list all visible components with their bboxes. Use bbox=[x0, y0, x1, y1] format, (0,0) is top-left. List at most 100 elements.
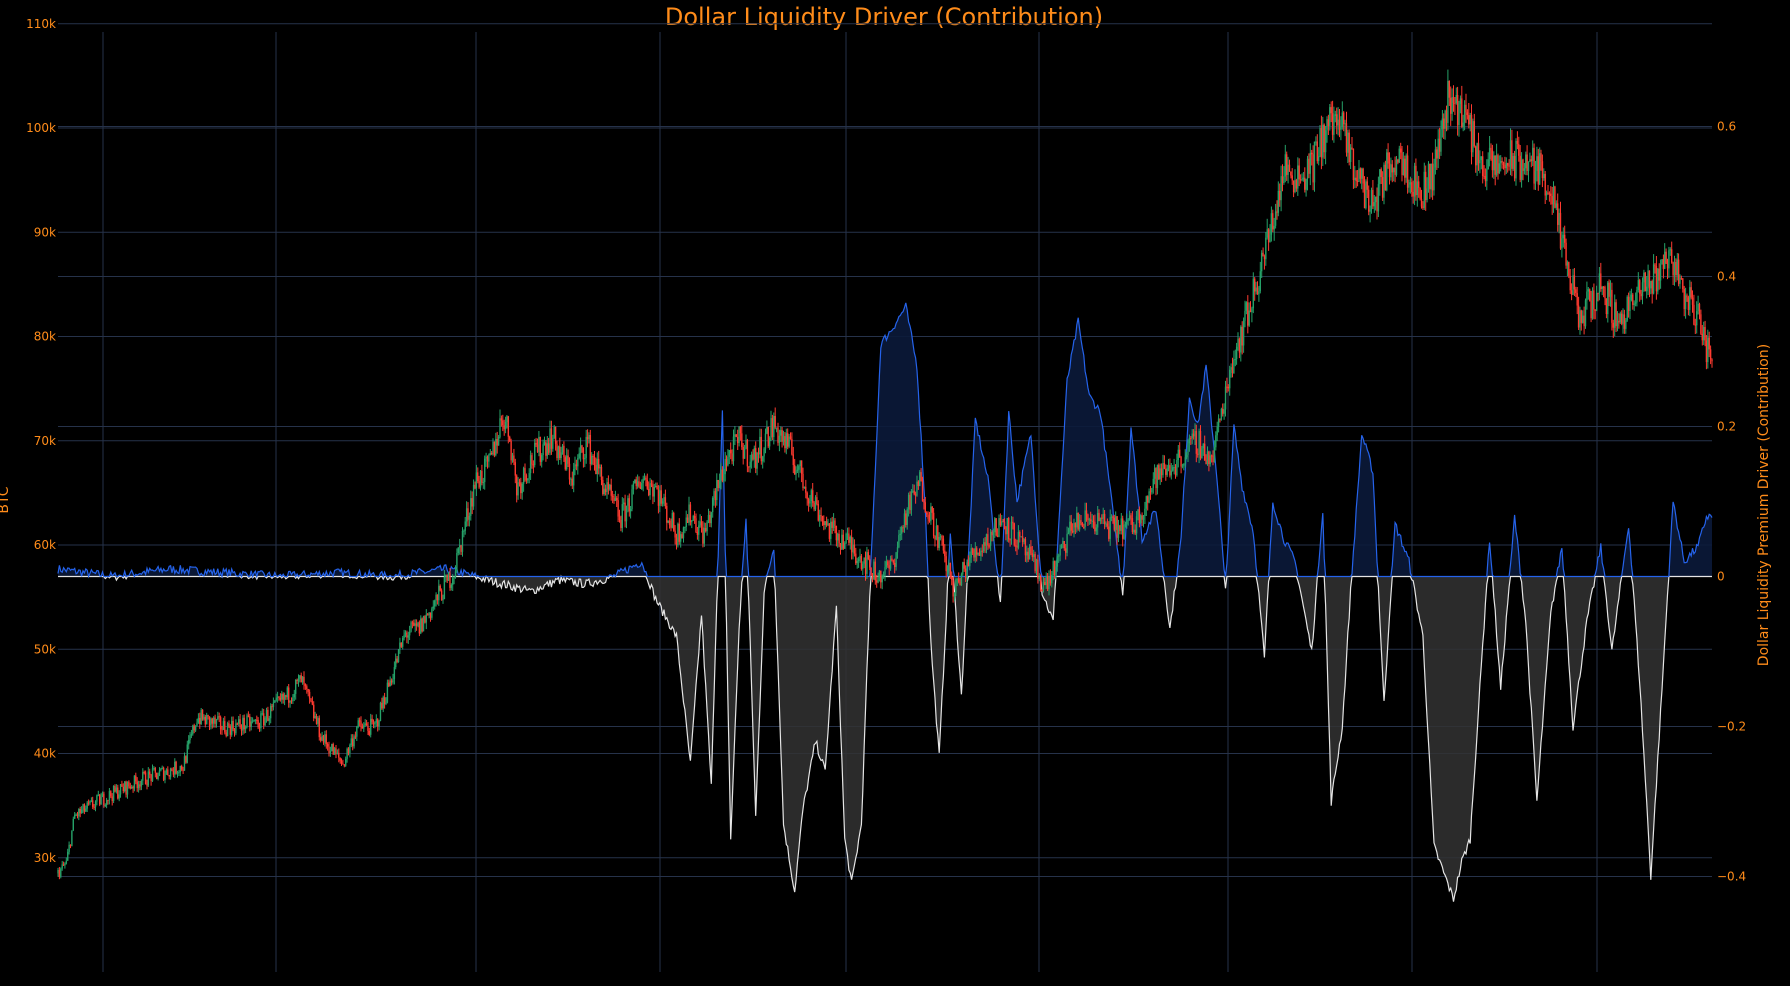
candle-body bbox=[557, 446, 560, 458]
candle-body bbox=[1123, 524, 1125, 539]
candle-body bbox=[189, 735, 191, 741]
candle-body bbox=[781, 430, 783, 442]
candle-body bbox=[534, 442, 536, 466]
candle-body bbox=[1513, 156, 1516, 179]
candle-body bbox=[586, 436, 589, 440]
candle-body bbox=[1052, 561, 1054, 575]
candle-body bbox=[788, 436, 790, 447]
candle-body bbox=[440, 590, 443, 601]
candle-body bbox=[1462, 122, 1464, 128]
candle-body bbox=[898, 535, 900, 548]
candle-body bbox=[775, 427, 778, 429]
candle-body bbox=[269, 706, 272, 719]
candle-body bbox=[375, 719, 377, 723]
candle-body bbox=[1277, 190, 1280, 213]
candle-body bbox=[650, 483, 653, 485]
candle-body bbox=[1451, 97, 1453, 114]
candle-body bbox=[1696, 311, 1698, 326]
candle-body bbox=[1536, 156, 1538, 172]
candle-body bbox=[1067, 532, 1070, 534]
candle-body bbox=[286, 687, 289, 698]
candle-body bbox=[1433, 167, 1435, 191]
candle-body bbox=[200, 709, 202, 724]
candle-body bbox=[475, 472, 478, 489]
candle-body bbox=[1508, 165, 1510, 167]
candle-body bbox=[1547, 192, 1549, 194]
candle-body bbox=[1147, 496, 1149, 503]
candle-body bbox=[913, 490, 915, 495]
candle-body bbox=[1501, 161, 1503, 163]
candle-body bbox=[1693, 304, 1695, 325]
candle-body bbox=[939, 536, 942, 538]
candle-body bbox=[663, 497, 665, 502]
candle-body bbox=[1675, 262, 1677, 276]
candle-body bbox=[1538, 153, 1541, 185]
candle-body bbox=[329, 750, 332, 754]
candle-body bbox=[1217, 418, 1220, 427]
candle-body bbox=[756, 452, 758, 469]
y-right-tick: −0.2 bbox=[1717, 720, 1746, 734]
candle-body bbox=[743, 448, 746, 459]
y-left-tick: 80k bbox=[34, 330, 56, 344]
candle-body bbox=[1679, 277, 1681, 284]
candle-body bbox=[870, 567, 872, 576]
candle-body bbox=[1573, 275, 1576, 290]
candle-body bbox=[661, 501, 664, 504]
candle-body bbox=[714, 491, 717, 501]
candle-body bbox=[570, 478, 572, 480]
candle-body bbox=[171, 768, 173, 771]
candle-body bbox=[1609, 289, 1612, 297]
candle-body bbox=[126, 781, 129, 795]
candle-body bbox=[1083, 526, 1085, 528]
candle-body bbox=[951, 576, 953, 580]
candle-body bbox=[1694, 324, 1697, 326]
candle-body bbox=[1388, 163, 1391, 178]
candle-body bbox=[1707, 337, 1709, 363]
candle-body bbox=[716, 480, 718, 500]
candle-body bbox=[1012, 521, 1014, 524]
candle-body bbox=[204, 716, 207, 725]
candle-body bbox=[1112, 516, 1114, 518]
candle-body bbox=[1192, 433, 1195, 437]
candle-body bbox=[140, 780, 143, 787]
candle-body bbox=[528, 473, 530, 479]
candle-body bbox=[1537, 156, 1539, 185]
candle-body bbox=[87, 802, 90, 804]
candle-body bbox=[814, 497, 817, 510]
candle-body bbox=[1073, 522, 1075, 533]
candle-body bbox=[251, 720, 254, 722]
candle-body bbox=[625, 505, 628, 522]
candle-body bbox=[572, 469, 575, 486]
candle-body bbox=[564, 457, 567, 470]
candle-body bbox=[1445, 110, 1448, 123]
candle-body bbox=[93, 806, 95, 808]
candle-body bbox=[1572, 275, 1574, 295]
candle-body bbox=[889, 558, 892, 569]
candle-body bbox=[1604, 287, 1606, 299]
candle-body bbox=[1558, 212, 1560, 225]
candle-body bbox=[1687, 297, 1690, 310]
candle-body bbox=[798, 466, 800, 470]
candle-body bbox=[773, 416, 775, 437]
candle-body bbox=[1438, 138, 1441, 152]
candle-body bbox=[948, 562, 950, 571]
candle-body bbox=[86, 802, 88, 809]
candle-body bbox=[581, 445, 583, 449]
candle-body bbox=[1302, 177, 1305, 180]
candle-body bbox=[684, 527, 686, 528]
candle-body bbox=[1173, 467, 1175, 469]
candle-body bbox=[723, 474, 725, 481]
candle-body bbox=[1423, 171, 1425, 208]
candle-body bbox=[181, 766, 183, 770]
candle-body bbox=[970, 548, 972, 558]
candle-body bbox=[860, 555, 863, 570]
candle-body bbox=[301, 676, 304, 683]
candle-body bbox=[1144, 508, 1146, 516]
candle-body bbox=[527, 478, 529, 481]
candle-body bbox=[1545, 192, 1548, 196]
candle-body bbox=[989, 532, 992, 546]
candle-body bbox=[1406, 155, 1409, 188]
candle-body bbox=[1709, 349, 1712, 360]
candle-body bbox=[871, 575, 874, 580]
candle-body bbox=[862, 563, 864, 570]
